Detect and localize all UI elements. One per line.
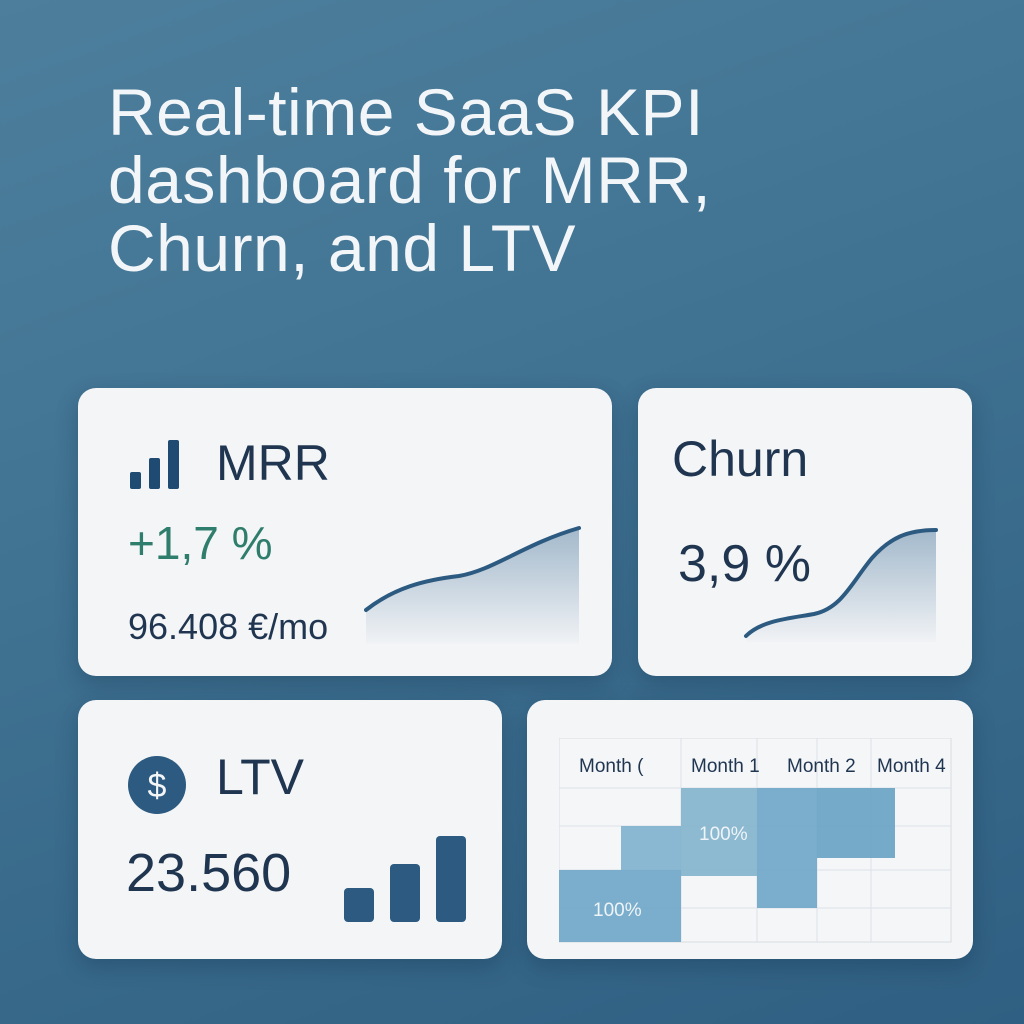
churn-sparkline: [744, 528, 938, 642]
mrr-title: MRR: [216, 435, 330, 491]
cohort-header-1: Month 1: [691, 756, 760, 777]
headline-line-2: dashboard for MRR,: [108, 143, 712, 217]
headline-line-1: Real-time SaaS KPI: [108, 75, 704, 149]
dollar-circle-icon: $: [128, 756, 186, 814]
page-title: Real-time SaaS KPI dashboard for MRR, Ch…: [108, 78, 928, 282]
cohort-cell: [817, 788, 879, 858]
ltv-card[interactable]: $ LTV 23.560: [78, 700, 502, 959]
churn-sparkline-area: [746, 530, 936, 642]
cohort-cell: [757, 788, 817, 908]
headline-line-3: Churn, and LTV: [108, 211, 577, 285]
cohort-header-2: Month 2: [787, 756, 856, 777]
ltv-bar-icon: [344, 836, 466, 922]
cohort-header-3: Month 4: [877, 756, 946, 777]
cohort-cell: [621, 826, 681, 870]
mrr-sparkline: [364, 526, 581, 644]
ltv-title: LTV: [216, 749, 304, 805]
svg-text:$: $: [148, 767, 167, 805]
cohort-cell: [681, 788, 757, 876]
cohort-cell: [559, 870, 681, 942]
cohort-table: Month ( Month 1 Month 2 Month 4 100% 100…: [559, 738, 952, 943]
churn-sparkline-line: [744, 528, 938, 638]
cohort-cell-label: 100%: [699, 824, 748, 845]
ltv-value: 23.560: [126, 843, 292, 903]
churn-value: 3,9 %: [678, 535, 811, 593]
mrr-sparkline-line: [364, 526, 581, 612]
cohort-cell: [879, 788, 895, 858]
churn-title: Churn: [672, 431, 809, 487]
mrr-value: 96.408 €/mo: [128, 606, 329, 647]
mrr-card[interactable]: MRR +1,7 % 96.408 €/mo: [78, 388, 612, 676]
mrr-change: +1,7 %: [128, 517, 273, 569]
churn-card[interactable]: Churn 3,9 %: [638, 388, 972, 676]
mrr-sparkline-area: [366, 528, 579, 644]
bar-chart-icon: [130, 440, 179, 489]
cohort-cell-label: 100%: [593, 900, 642, 921]
cohort-card[interactable]: Month ( Month 1 Month 2 Month 4 100% 100…: [527, 700, 973, 959]
cohort-header-0: Month (: [579, 756, 644, 777]
